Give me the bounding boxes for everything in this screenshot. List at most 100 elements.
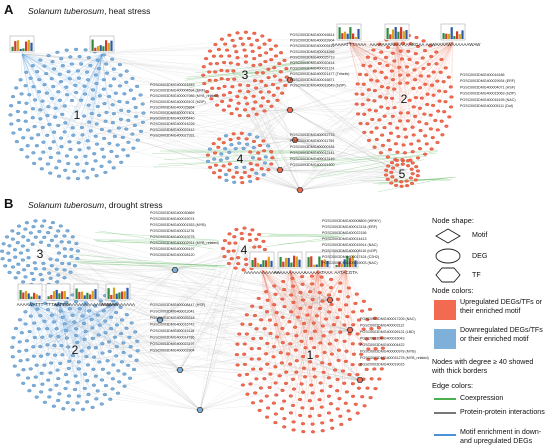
deg-node <box>66 345 71 349</box>
deg-node <box>14 86 19 90</box>
ppi-edge <box>294 139 395 153</box>
deg-node <box>386 138 391 142</box>
deg-node <box>404 135 409 139</box>
motif-edge-b <box>298 269 319 394</box>
deg-node <box>272 345 277 349</box>
coexpression-edge <box>260 233 334 236</box>
deg-node <box>57 392 62 396</box>
deg-node <box>83 301 88 305</box>
motif-b-logo-bar <box>307 257 310 267</box>
motif-a-logo-bar <box>389 34 392 39</box>
deg-node <box>76 394 81 398</box>
legend-node-shape-title: Node shape: <box>432 216 474 225</box>
coexpression-edge <box>315 150 438 162</box>
motif-edge-b <box>289 269 344 346</box>
deg-node <box>108 397 113 401</box>
deg-node <box>23 322 28 326</box>
deg-node <box>36 133 41 137</box>
motif-edge-a <box>78 53 103 101</box>
deg-node <box>56 123 61 128</box>
deg-node <box>240 42 245 46</box>
motif-edge-b <box>268 269 319 356</box>
deg-node <box>62 268 67 272</box>
deg-node <box>60 261 65 265</box>
deg-node <box>75 401 80 405</box>
motif-edge-b <box>29 301 78 316</box>
deg-node <box>294 334 299 338</box>
deg-node <box>85 176 90 180</box>
deg-node <box>201 73 206 77</box>
motif-edge-b <box>343 269 347 321</box>
motif-a-logo-bar <box>352 33 355 39</box>
ppi-edge <box>107 334 201 411</box>
motif-edge-a <box>212 41 350 95</box>
deg-node <box>300 282 305 286</box>
deg-node <box>235 95 240 99</box>
deg-node <box>263 83 268 88</box>
deg-node <box>280 326 285 331</box>
deg-node <box>383 55 389 59</box>
deg-node <box>395 126 400 130</box>
ppi-edge <box>179 265 242 371</box>
deg-node <box>68 270 73 274</box>
ppi-edge <box>75 394 201 411</box>
deg-node <box>99 378 105 382</box>
deg-node <box>267 38 272 42</box>
ppi-edge <box>242 74 291 111</box>
deg-node <box>133 330 138 334</box>
ppi-edge <box>199 362 376 411</box>
deg-node <box>90 336 95 340</box>
deg-node <box>55 258 60 262</box>
deg-node <box>275 98 280 102</box>
motif-edge-b <box>261 269 334 314</box>
motif-a-logo-bar <box>30 42 33 51</box>
deg-node <box>431 93 436 97</box>
deg-node <box>222 239 227 243</box>
legend-motif-line <box>434 434 456 436</box>
deg-node <box>10 95 16 99</box>
deg-node <box>255 177 260 181</box>
motif-edge-b <box>289 269 294 351</box>
deg-node <box>372 336 377 341</box>
deg-node <box>311 321 316 325</box>
deg-node <box>346 409 351 413</box>
deg-node <box>262 42 267 46</box>
deg-node <box>260 34 265 38</box>
deg-node <box>391 166 396 170</box>
deg-node <box>361 327 366 331</box>
deg-node <box>373 109 378 113</box>
motif-edge-b <box>289 269 359 348</box>
ppi-edge <box>91 316 351 331</box>
motif-edge-a <box>396 41 407 98</box>
deg-node <box>216 86 221 90</box>
deg-node <box>330 426 335 430</box>
deg-node <box>38 354 44 358</box>
ppi-edge <box>299 109 419 191</box>
ppi-edge <box>52 329 351 339</box>
motif-edge-a <box>411 41 454 61</box>
ppi-edge <box>86 109 291 151</box>
deg-node <box>120 135 125 139</box>
deg-node <box>37 229 42 234</box>
motif-edge-a <box>21 53 103 120</box>
motif-edge-b <box>289 269 303 395</box>
motif-edge-a <box>451 41 454 106</box>
deg-node <box>399 180 404 184</box>
deg-node <box>75 69 80 73</box>
motif-edge-b <box>289 269 346 419</box>
deg-node <box>40 335 45 339</box>
motif-b-logo-bar <box>112 287 116 299</box>
gene-label-a: PGSC0003DMG400016814 <box>290 33 335 37</box>
deg-node <box>49 77 54 81</box>
deg-node <box>77 55 82 59</box>
deg-node <box>117 84 122 88</box>
ppi-edge <box>38 255 161 321</box>
deg-node <box>375 79 380 83</box>
motif-b-logo-bar <box>279 257 282 267</box>
ppi-edge <box>74 246 176 271</box>
motif-a-logo-bar <box>397 31 400 39</box>
deg-node <box>298 413 303 417</box>
motif-edge-b <box>261 269 293 366</box>
ppi-edge <box>179 369 238 373</box>
deg-node <box>280 341 285 345</box>
